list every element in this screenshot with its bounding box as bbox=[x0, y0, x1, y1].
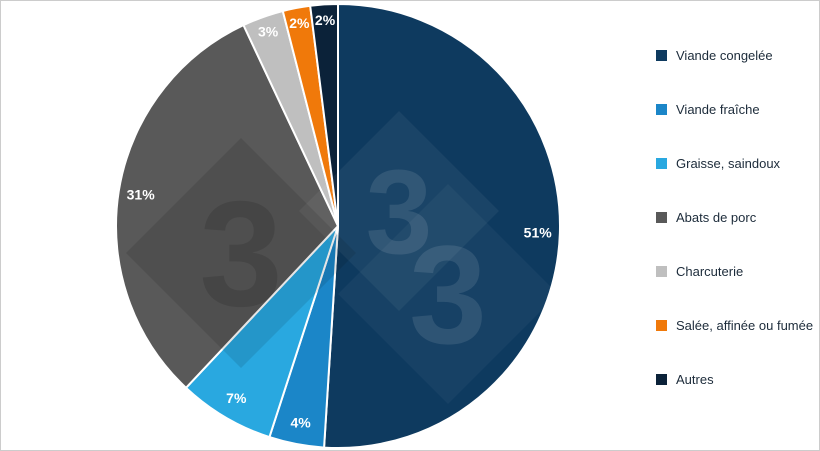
legend-swatch-0 bbox=[656, 50, 667, 61]
watermark-layer: 3 33 bbox=[126, 110, 559, 404]
legend-item-6: Autres bbox=[656, 371, 818, 388]
legend-label-3: Abats de porc bbox=[676, 210, 757, 225]
pie-slice-3 bbox=[115, 24, 339, 389]
slice-label-1: 4% bbox=[290, 414, 311, 430]
slice-label-2: 7% bbox=[226, 390, 247, 406]
legend-item-3: Abats de porc bbox=[656, 209, 818, 226]
watermark-3-icon: 3 bbox=[199, 170, 282, 338]
watermark-3-icon: 3 bbox=[366, 145, 433, 279]
legend-label-2: Graisse, saindoux bbox=[676, 156, 781, 171]
legend-swatch-3 bbox=[656, 212, 667, 223]
legend-swatch-4 bbox=[656, 266, 667, 277]
legend-label-4: Charcuterie bbox=[676, 264, 744, 279]
pie-slices bbox=[115, 3, 561, 449]
watermark-diamond-2 bbox=[338, 184, 559, 404]
legend-label-6: Autres bbox=[676, 372, 714, 387]
slice-label-6: 2% bbox=[315, 12, 336, 28]
legend-item-4: Charcuterie bbox=[656, 263, 818, 280]
legend-swatch-5 bbox=[656, 320, 667, 331]
legend-item-5: Salée, affinée ou fumée bbox=[656, 317, 818, 334]
slice-label-4: 3% bbox=[258, 24, 279, 40]
slice-label-3: 31% bbox=[127, 187, 156, 203]
legend-item-1: Viande fraîche bbox=[656, 101, 818, 118]
pie-slice-0 bbox=[323, 3, 561, 449]
watermark-3-icon: 3 bbox=[409, 216, 487, 373]
legend-label-1: Viande fraîche bbox=[676, 102, 760, 117]
legend-swatch-1 bbox=[656, 104, 667, 115]
slice-labels: 51% 4% 7% 31% 3% 2% 2% bbox=[127, 12, 553, 430]
legend: Viande congelée Viande fraîche Graisse, sa… bbox=[656, 47, 818, 388]
slice-label-5: 2% bbox=[289, 15, 310, 31]
legend-label-5: Salée, affinée ou fumée bbox=[676, 318, 814, 333]
legend-item-2: Graisse, saindoux bbox=[656, 155, 818, 172]
slice-label-0: 51% bbox=[524, 224, 553, 240]
legend-swatch-6 bbox=[656, 374, 667, 385]
legend-item-0: Viande congelée bbox=[656, 47, 818, 64]
legend-swatch-2 bbox=[656, 158, 667, 169]
legend-label-0: Viande congelée bbox=[676, 48, 773, 63]
pie-slice-6 bbox=[309, 3, 339, 227]
